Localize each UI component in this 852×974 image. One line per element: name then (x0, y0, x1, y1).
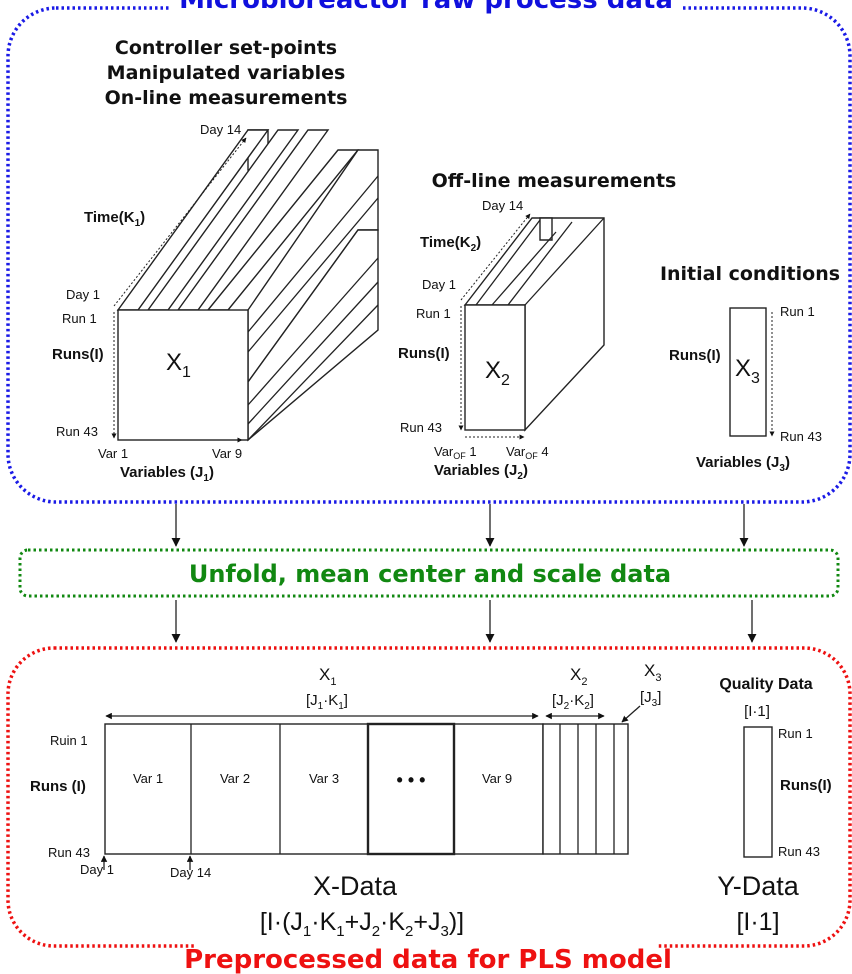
x1-run-end: Run 43 (56, 424, 98, 439)
x3-pointer-arrow (621, 705, 641, 723)
x3-runs-label: Runs(I) (669, 347, 721, 364)
x1-headings: Controller set-points Manipulated variab… (105, 37, 348, 109)
x2-run-start: Run 1 (416, 306, 451, 321)
svg-text:Manipulated variables: Manipulated variables (107, 62, 346, 84)
x2-heading: Off-line measurements (432, 170, 677, 192)
ydata-runs-label: Runs(I) (780, 777, 832, 794)
x1-run-start: Run 1 (62, 311, 97, 326)
x1-day-start: Day 1 (66, 287, 100, 302)
x2-time-label: Time(K2) (420, 234, 481, 254)
x1-matrix-label: X1 (166, 349, 191, 381)
flow-arrows-top (171, 504, 749, 547)
ydata-run-end: Run 43 (778, 844, 820, 859)
svg-text:Controller set-points: Controller set-points (115, 37, 337, 59)
ydata-formula: [I·1] (736, 908, 779, 936)
x3-run-start: Run 1 (780, 304, 815, 319)
unfold-title: Unfold, mean center and scale data (189, 560, 671, 588)
x3-variables-label: Variables (J3) (696, 454, 790, 474)
x1-time-label: Time(K1) (84, 209, 145, 229)
ydata-dims: [I·1] (744, 703, 770, 720)
x1-unfold-dims: [J1·K1] (306, 692, 348, 712)
xdata-col-var2: Var 2 (220, 771, 250, 786)
xdata-col-var3: Var 3 (309, 771, 339, 786)
x2-variables-label: Variables (J2) (434, 462, 528, 482)
ydata-quality-label: Quality Data (719, 676, 812, 693)
xdata-col-var1: Var 1 (133, 771, 163, 786)
x1-unfold-label: X1 (319, 665, 336, 688)
xdata-col-var9: Var 9 (482, 771, 512, 786)
ydata-run-start: Run 1 (778, 726, 813, 741)
x3-matrix-box (729, 307, 767, 437)
x2-var-end: VarOF 4 (506, 444, 549, 461)
x1-var-end: Var 9 (212, 446, 242, 461)
flow-arrows-bottom (171, 600, 757, 643)
xdata-run-end: Run 43 (48, 845, 90, 860)
xdata-day-start: Day 1 (80, 862, 114, 877)
x3-unfold-label: X3 (644, 661, 661, 684)
ydata-matrix-box (743, 726, 773, 858)
x3-heading: Initial conditions (660, 263, 840, 285)
xdata-run-start: Ruin 1 (50, 733, 88, 748)
raw-data-title: Microbioreactor raw process data (179, 0, 673, 15)
x1-runs-label: Runs(I) (52, 346, 104, 363)
x2-unfold-label: X2 (570, 665, 587, 688)
x1-var-start: Var 1 (98, 446, 128, 461)
svg-text:On-line measurements: On-line measurements (105, 87, 348, 109)
ydata-title: Y-Data (717, 871, 800, 901)
x1-day-end: Day 14 (200, 122, 241, 137)
x1-cube (111, 129, 379, 443)
x1-variables-label: Variables (J1) (120, 464, 214, 484)
title-mask-bottom (196, 938, 656, 974)
xdata-col-ellipsis: • • • (397, 770, 426, 790)
preprocessed-title: Preprocessed data for PLS model (184, 945, 672, 974)
x2-matrix-label: X2 (485, 357, 510, 389)
x2-day-end: Day 14 (482, 198, 523, 213)
x2-run-end: Run 43 (400, 420, 442, 435)
x3-matrix-label: X3 (735, 355, 760, 387)
title-mask-top (170, 0, 682, 16)
x2-var-start: VarOF 1 (434, 444, 477, 461)
x-data-matrix (104, 722, 629, 856)
x2-day-start: Day 1 (422, 277, 456, 292)
x2-unfold-dims: [J2·K2] (552, 692, 594, 712)
x2-cube (458, 213, 605, 440)
xdata-day-end: Day 14 (170, 865, 211, 880)
raw-data-border (6, 6, 852, 504)
xdata-runs-label: Runs (I) (30, 778, 86, 795)
xdata-formula: [I·(J1·K1+J2·K2+J3)] (260, 908, 464, 940)
x2-runs-label: Runs(I) (398, 345, 450, 362)
x3-run-end: Run 43 (780, 429, 822, 444)
xdata-title: X-Data (313, 871, 398, 901)
x3-unfold-dims: [J3] (640, 689, 661, 709)
